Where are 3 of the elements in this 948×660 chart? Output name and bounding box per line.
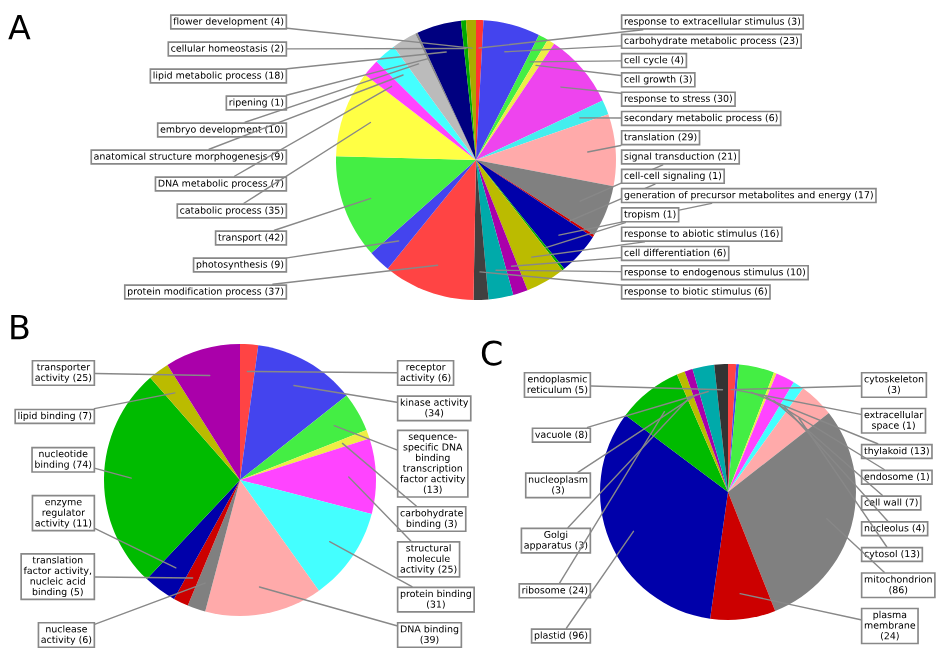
chart-title: C xyxy=(481,340,502,366)
chart-title: B xyxy=(11,314,29,340)
chart-title: A xyxy=(8,14,31,40)
